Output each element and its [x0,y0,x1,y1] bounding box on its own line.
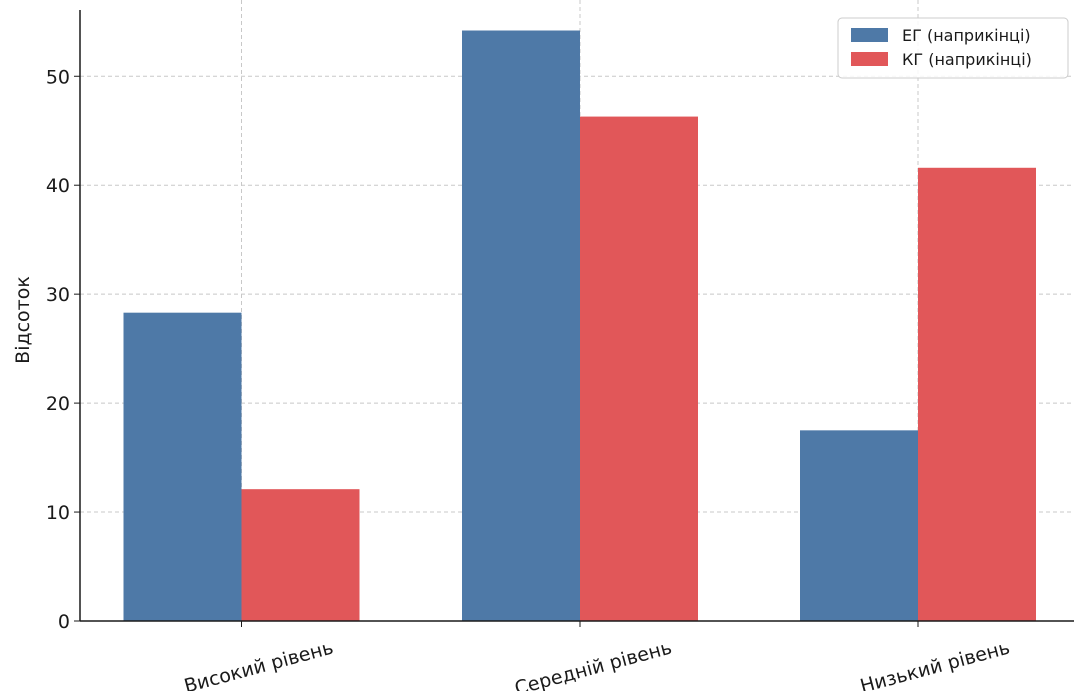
x-category-label: Низький рівень [858,637,1012,691]
y-tick-label: 50 [46,66,70,88]
legend-swatch [851,52,888,66]
y-tick-label: 0 [58,611,70,633]
legend-label: КГ (наприкінці) [902,50,1032,69]
legend-box [837,17,1069,79]
x-category-label: Середній рівень [512,637,674,691]
x-category-labels: Високий рівень Середній рівень Низький рів… [182,637,1012,691]
y-tick-label: 30 [46,284,70,306]
bar-kg-2 [918,167,1036,622]
legend-swatch [851,28,888,42]
bar-eg-1 [462,30,580,622]
bar-kg-0 [241,489,360,621]
bar-eg-0 [123,312,242,621]
y-tick-label: 10 [46,502,70,524]
axes [74,10,1074,627]
y-tick-label: 20 [46,393,70,415]
y-tick-label: 40 [46,175,70,197]
bars [123,30,1036,622]
x-category-label: Високий рівень [182,637,336,691]
legend-label: ЕГ (наприкінці) [902,26,1031,45]
y-tick-labels: 0 10 20 30 40 50 [46,66,70,633]
legend: ЕГ (наприкінці) КГ (наприкінці) [837,17,1069,79]
y-axis-label: Відсоток [12,276,34,364]
bar-kg-1 [580,116,698,622]
bar-eg-2 [800,430,918,621]
